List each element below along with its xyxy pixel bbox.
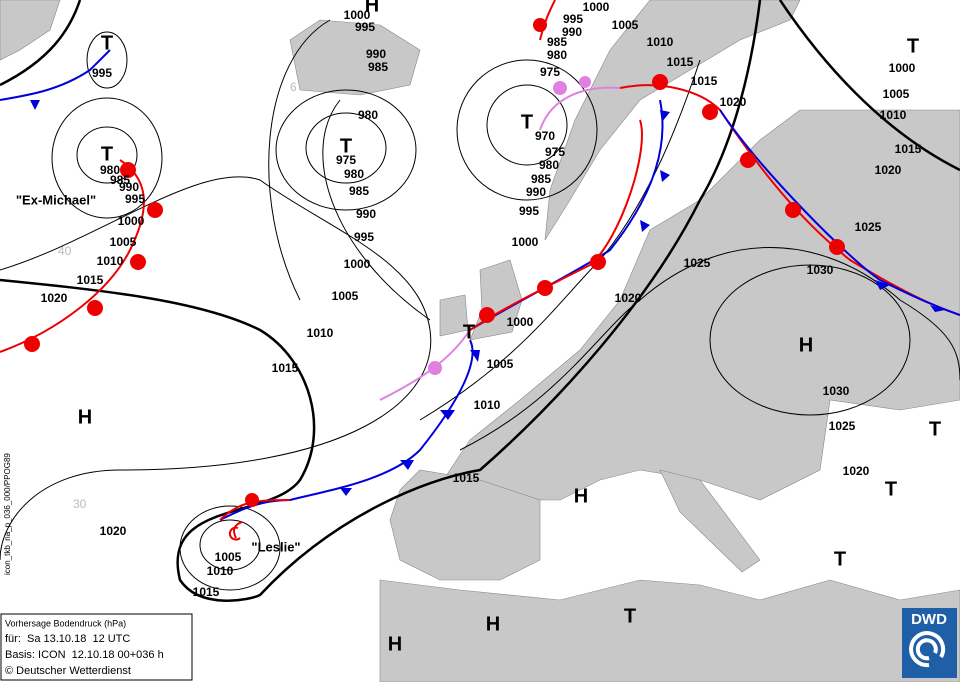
isobar-label: 1000	[507, 315, 534, 329]
grid-label: 6	[290, 80, 297, 94]
isobar-label: 985	[349, 184, 369, 198]
isobar-label: 980	[100, 163, 120, 177]
isobar-label: 1020	[41, 291, 68, 305]
isobar-label: 975	[545, 145, 565, 159]
isobar-label: 1010	[207, 564, 234, 578]
isobar-label: 985	[110, 173, 130, 187]
storm-name: "Ex-Michael"	[16, 192, 96, 207]
isobar-label: 980	[358, 108, 378, 122]
isobar-label: 1025	[855, 220, 882, 234]
info-box: Vorhersage Bodendruck (hPa) für: Sa 13.1…	[0, 613, 193, 681]
pressure-center: H	[78, 406, 92, 428]
pressure-center: T	[885, 478, 897, 500]
info-valid: für: Sa 13.10.18 12 UTC	[5, 633, 130, 645]
isobar-label: 980	[344, 167, 364, 181]
tropical-storm-symbol	[228, 521, 243, 541]
isobar-label: 1010	[647, 35, 674, 49]
isobar-label: 990	[562, 25, 582, 39]
isobar-label: 1020	[615, 291, 642, 305]
isobar-label: 1000	[583, 0, 610, 14]
isobar-label: 1005	[215, 550, 242, 564]
isobar-label: 1015	[895, 142, 922, 156]
isobar-label: 1010	[307, 326, 334, 340]
pressure-center: T	[101, 32, 113, 54]
isobar-label: 1000	[889, 61, 916, 75]
pressure-center: H	[574, 485, 588, 507]
isobar-label: 1025	[684, 256, 711, 270]
pressure-center: T	[929, 418, 941, 440]
info-basis: Basis: ICON 12.10.18 00+036 h	[5, 649, 164, 661]
pressure-center: H	[486, 613, 500, 635]
isobar-label: 1030	[823, 384, 850, 398]
isobar-label: 1020	[875, 163, 902, 177]
pressure-center: H	[388, 633, 402, 655]
storm-name: "Leslie"	[251, 539, 300, 554]
pressure-center: H	[365, 0, 379, 16]
info-copyright: © Deutscher Wetterdienst	[5, 665, 131, 677]
pressure-center: T	[101, 143, 113, 165]
isobar-label: 985	[368, 60, 388, 74]
isobar-label: 1005	[110, 235, 137, 249]
isobar-label: 1000	[512, 235, 539, 249]
isobar-label: 995	[355, 20, 375, 34]
fronts	[0, 0, 960, 541]
isobar-label: 1005	[612, 18, 639, 32]
isobar-label: 1010	[880, 108, 907, 122]
logo-text: DWD	[911, 611, 947, 628]
grid-label: 40	[58, 244, 72, 258]
pressure-center: T	[521, 111, 533, 133]
isobar-label: 1025	[829, 419, 856, 433]
info-title: Vorhersage Bodendruck (hPa)	[5, 618, 126, 628]
isobar-label: 980	[547, 48, 567, 62]
isobar-label: 970	[535, 129, 555, 143]
isobar-label: 995	[92, 66, 112, 80]
isobar-label: 1015	[77, 273, 104, 287]
isobar-label: 1000	[344, 257, 371, 271]
isobar-label: 1015	[691, 74, 718, 88]
isobar-label: 995	[125, 192, 145, 206]
pressure-center: T	[834, 548, 846, 570]
dwd-logo: DWD	[902, 608, 957, 678]
isobar-label: 975	[540, 65, 560, 79]
isobar-label: 1010	[474, 398, 501, 412]
isobar-label: 1005	[332, 289, 359, 303]
isobar-label: 990	[356, 207, 376, 221]
isobar-label: 975	[336, 153, 356, 167]
pressure-center: H	[799, 334, 813, 356]
isobar-label: 995	[563, 12, 583, 26]
isobar-label: 1020	[720, 95, 747, 109]
isobar-label: 1010	[97, 254, 124, 268]
isobar-label: 990	[526, 185, 546, 199]
isobar-label: 990	[366, 47, 386, 61]
isobar-label: 985	[531, 172, 551, 186]
isobar-label: 1005	[883, 87, 910, 101]
isobar-label: 1020	[843, 464, 870, 478]
isobar-label: 1015	[272, 361, 299, 375]
isobar-label: 985	[547, 35, 567, 49]
isobar-label: 1005	[487, 357, 514, 371]
isobar-label: 990	[119, 180, 139, 194]
isobar-label: 1015	[193, 585, 220, 599]
isobar-label: 1030	[807, 263, 834, 277]
isobar-label: 1000	[118, 214, 145, 228]
grid-label: 30	[73, 497, 87, 511]
product-id: icon_tkb_na_p_036_000/PPOG89	[3, 453, 12, 575]
isobar-label: 1020	[100, 524, 127, 538]
isobar-label: 995	[354, 230, 374, 244]
isobar-label: 980	[539, 158, 559, 172]
isobar-label: 995	[519, 204, 539, 218]
isobars	[0, 0, 960, 602]
isobar-label: 1015	[667, 55, 694, 69]
pressure-center: T	[907, 35, 919, 57]
isobar-label: 1000	[344, 8, 371, 22]
pressure-center: T	[463, 321, 475, 343]
pressure-center: T	[624, 605, 636, 627]
pressure-center: T	[340, 135, 352, 157]
isobar-label: 1015	[453, 471, 480, 485]
